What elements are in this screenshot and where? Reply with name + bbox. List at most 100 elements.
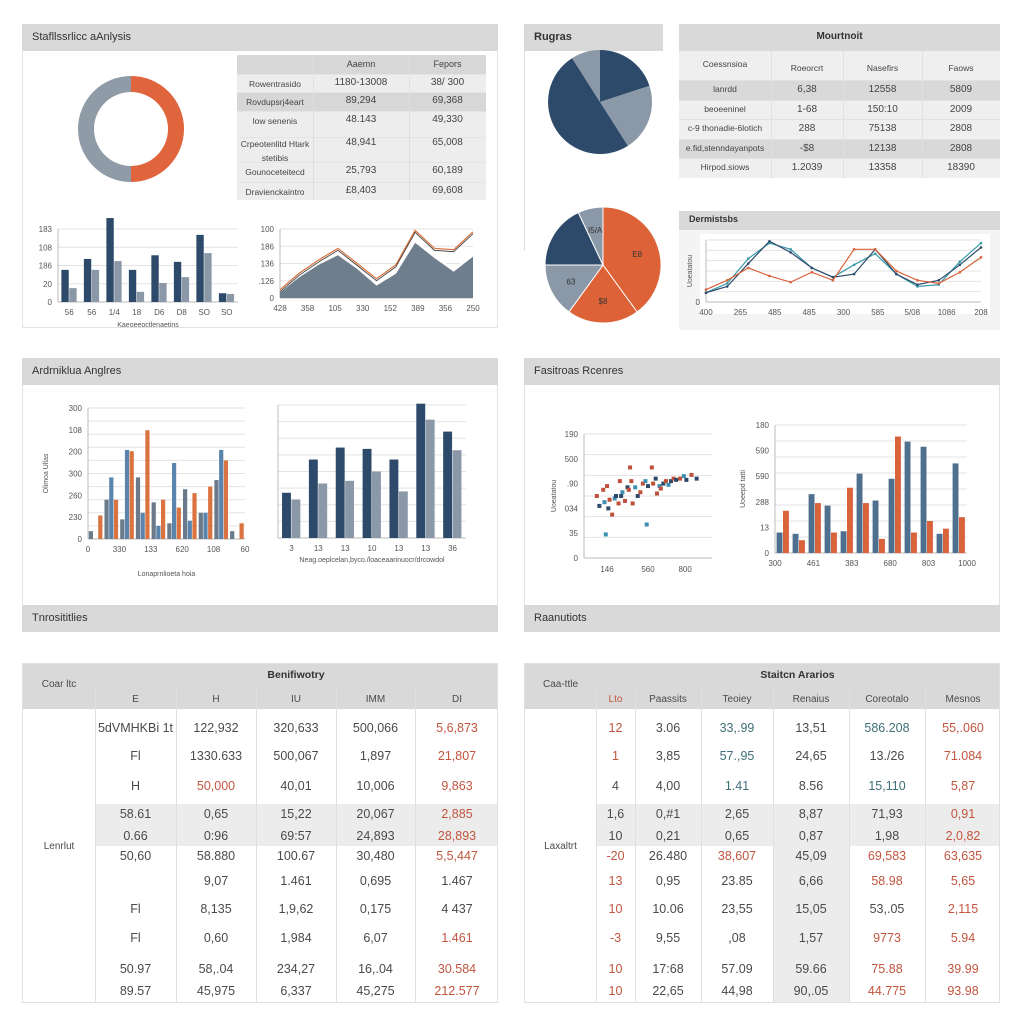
pie-slice	[602, 206, 662, 313]
column-header: Coessnsioa	[702, 59, 748, 69]
table-cell: 586.208	[864, 721, 910, 735]
table-cell: 288	[798, 123, 816, 135]
table-cell: 234,27	[276, 962, 316, 976]
table-cell: 9,07	[203, 874, 229, 888]
table-cell: 3,85	[655, 749, 681, 763]
table-cell: 53,.05	[869, 902, 905, 916]
table-cell: 5,6,873	[436, 721, 478, 735]
column-divider	[843, 51, 844, 178]
table-row	[237, 111, 486, 138]
table-cell: 30,480	[356, 849, 395, 863]
table-cell: 13	[608, 874, 623, 888]
table-cell: 1180-13008	[334, 77, 388, 88]
table-cell: 75138	[868, 123, 897, 135]
table-cell: beoeeninel	[704, 103, 746, 114]
table-cell: £8,403	[345, 185, 377, 196]
column-divider	[336, 686, 337, 1002]
table-cell: 10.06	[652, 902, 684, 916]
table-cell: 58.98	[871, 874, 903, 888]
table-cell: 2808	[949, 123, 973, 135]
table-cell: 0,95	[655, 874, 681, 888]
table-cell: 0.66	[123, 829, 148, 843]
table-cell: 150:10	[867, 103, 898, 115]
column-divider	[773, 686, 774, 1002]
table-cell: 75.88	[871, 962, 903, 976]
table-cell: 16,.04	[358, 962, 393, 976]
table-cell: 122,932	[193, 721, 239, 735]
column-header: Nasefirs	[866, 63, 899, 73]
table-cell: 0,695	[359, 874, 392, 888]
table-cell: 30.584	[437, 962, 477, 976]
table-cell: 2,0,82	[945, 829, 981, 843]
dermists-plot-bg	[700, 234, 990, 314]
table-cell: 60,189	[432, 165, 463, 176]
table-cell: lanrdd	[713, 84, 737, 94]
table-cell: 6,66	[798, 874, 824, 888]
table-cell: 57.,95	[719, 749, 755, 763]
staitcn-table: Caa-ttle Staitcn Ararios Laxaltrt Lto Paassi…	[524, 663, 1000, 1003]
pie-slice	[600, 85, 653, 146]
table-row	[679, 138, 1000, 160]
table-cell: 500,067	[273, 749, 319, 763]
table-header-row	[237, 55, 486, 74]
table-cell: 1,6	[606, 807, 625, 821]
table-cell: low senenis	[252, 116, 298, 126]
rugras-title: Rugras	[524, 24, 663, 51]
column-header: Aaemn	[346, 59, 376, 69]
column-header: Coreotalo	[865, 694, 909, 705]
table-cell: 22,65	[652, 984, 684, 998]
table-cell: 15,22	[280, 807, 312, 821]
table-cell: 48.143	[345, 114, 377, 125]
column-divider	[409, 55, 410, 200]
table-cell: 0,#1	[655, 807, 681, 821]
column-divider	[313, 55, 314, 200]
table-cell: 13358	[868, 162, 897, 174]
table-cell: 0,87	[798, 829, 824, 843]
column-divider	[771, 51, 772, 178]
table-cell: 0,60	[203, 931, 229, 945]
table-cell: H	[130, 779, 141, 793]
table-cell: 23.85	[721, 874, 753, 888]
table-title: Staitcn Ararios	[760, 669, 835, 681]
table-cell: 8,87	[798, 807, 824, 821]
table-cell: 2808	[949, 142, 973, 154]
analysis-panel	[22, 358, 498, 632]
pie-slice-label: $8	[599, 297, 608, 306]
table-cell: 55,.060	[942, 721, 984, 735]
table-cell: 44,98	[721, 984, 753, 998]
table-cell: 58.61	[119, 807, 152, 821]
table-cell: 0,65	[724, 829, 750, 843]
table-cell: 6,07	[363, 931, 388, 945]
table-cell: 13,51	[795, 721, 827, 735]
table-cell: 1.41	[724, 779, 750, 793]
table-cell: Fl	[130, 931, 141, 945]
table-cell: 1,984	[280, 931, 312, 945]
table-cell: 17:68	[652, 962, 684, 976]
table-cell: 1	[612, 749, 619, 763]
table-cell: 1,9,62	[278, 902, 314, 916]
table-cell: 1,98	[874, 829, 900, 843]
analysis-title: Ardrniklua Anglres	[22, 358, 498, 385]
table-cell: 0,65	[203, 807, 229, 821]
table-cell: 20,067	[356, 807, 395, 821]
table-cell: 49,330	[432, 114, 463, 125]
table-cell: 38/ 300	[430, 77, 465, 88]
table-title: Benifiwotry	[267, 669, 325, 681]
table-cell: 8,135	[200, 902, 232, 916]
table-cell: 10	[608, 829, 623, 843]
table-cell: 63,635	[943, 849, 983, 863]
table-cell: 1.461	[280, 874, 312, 888]
column-header: Paassits	[649, 694, 687, 705]
column-header: Fepors	[433, 59, 462, 69]
table-cell: 500,066	[352, 721, 399, 735]
table-cell: 1-68	[796, 103, 817, 115]
table-row	[237, 162, 486, 183]
table-cell: 9,863	[441, 779, 473, 793]
mourtnoit-table: Mourtnoit Coessnsioa Roeorcrt Nasefirs Faows…	[679, 24, 1000, 178]
table-cell: e.fid,stenndayanpots	[685, 142, 765, 153]
table-cell: 71,93	[871, 807, 903, 821]
table-cell: Gounoceteitecd	[245, 167, 305, 177]
table-cell: 23,55	[721, 902, 753, 916]
table-cell: -$8	[799, 142, 815, 154]
table-cell: 18390	[947, 162, 975, 174]
